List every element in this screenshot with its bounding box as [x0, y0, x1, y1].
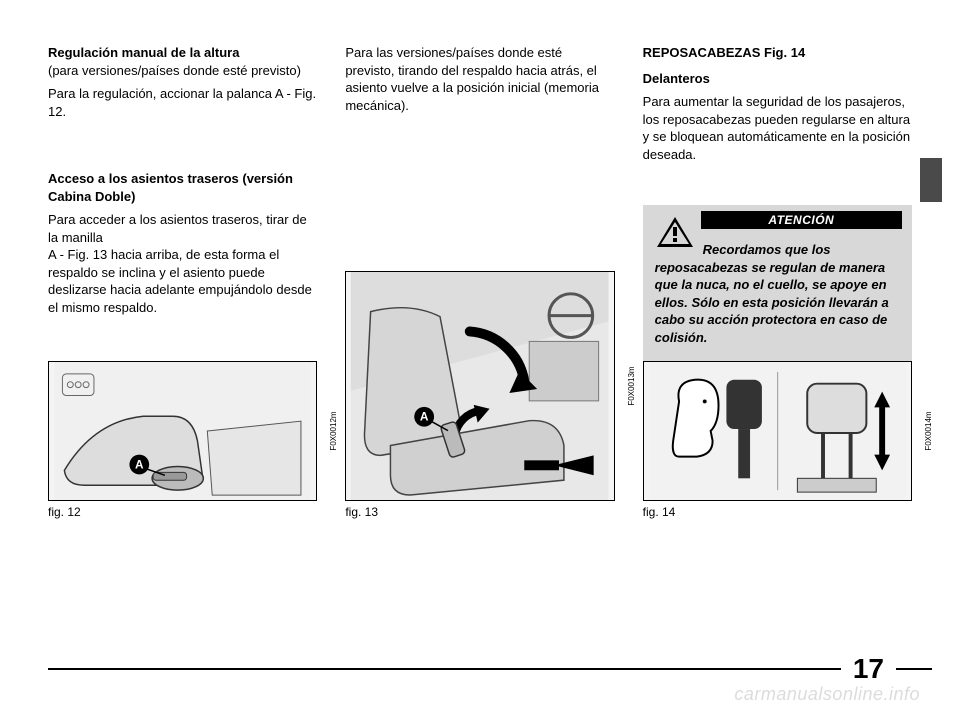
fig13-label: A — [420, 409, 429, 423]
col3-body: Para aumentar la seguridad de los pasaje… — [643, 93, 912, 163]
sec1-title: Regulación manual de la altura — [48, 44, 317, 62]
sec-col2-body: Para las versiones/países donde esté pre… — [345, 44, 614, 114]
sec-rear-access: Acceso a los asientos traseros (versión … — [48, 170, 317, 316]
fig12-code: F0X0012m — [329, 411, 338, 450]
footer-rule-left — [48, 668, 841, 670]
page-number: 17 — [841, 653, 896, 685]
column-2: Para las versiones/países donde esté pre… — [345, 44, 614, 519]
column-3: REPOSACABEZAS Fig. 14 Delanteros Para au… — [643, 44, 912, 519]
figure-14-svg — [644, 362, 911, 500]
fig12-caption: fig. 12 — [48, 505, 317, 519]
sec2-title: Acceso a los asientos traseros (versión … — [48, 170, 317, 205]
figure-13: A — [345, 271, 614, 501]
warning-header: ATENCIÓN — [701, 211, 902, 229]
sec2-body: Para acceder a los asientos traseros, ti… — [48, 211, 317, 316]
sec1-body: Para la regulación, accionar la palanca … — [48, 85, 317, 120]
figure-12: A — [48, 361, 317, 501]
fig13-code: F0X0013m — [627, 366, 636, 405]
figure-13-svg: A — [346, 272, 613, 500]
figure-12-wrap: A F0X0012m fig. 12 — [48, 361, 317, 519]
fig12-label: A — [135, 457, 144, 471]
sec-height-adjust: Regulación manual de la altura (para ver… — [48, 44, 317, 120]
figure-13-wrap: A F0X0013m fig. 13 — [345, 271, 614, 519]
sec1-sub: (para versiones/países donde esté previs… — [48, 62, 317, 80]
figure-14 — [643, 361, 912, 501]
col2-body: Para las versiones/países donde esté pre… — [345, 44, 614, 114]
fig13-caption: fig. 13 — [345, 505, 614, 519]
warning-box: ATENCIÓN Recordamos que los reposacabeza… — [643, 205, 912, 360]
watermark: carmanualsonline.info — [734, 684, 920, 705]
page-footer: 17 — [48, 653, 932, 685]
page-content: Regulación manual de la altura (para ver… — [0, 0, 960, 519]
warning-icon — [655, 215, 695, 249]
figure-12-svg: A — [49, 362, 316, 500]
col3-title: REPOSACABEZAS Fig. 14 — [643, 44, 912, 62]
col3-subtitle: Delanteros — [643, 70, 912, 88]
fig14-caption: fig. 14 — [643, 505, 912, 519]
sec-headrest: REPOSACABEZAS Fig. 14 Delanteros Para au… — [643, 44, 912, 163]
column-1: Regulación manual de la altura (para ver… — [48, 44, 317, 519]
figure-14-wrap: F0X0014m fig. 14 — [643, 361, 912, 519]
section-tab — [920, 158, 942, 202]
fig14-code: F0X0014m — [924, 411, 933, 450]
footer-rule-right — [896, 668, 932, 670]
